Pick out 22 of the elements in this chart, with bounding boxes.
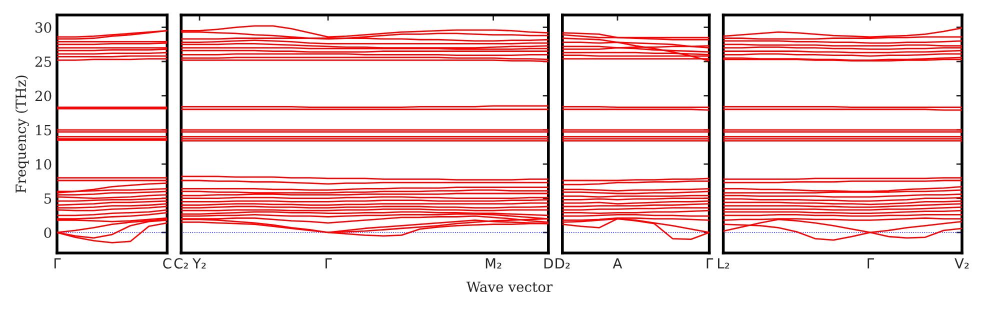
x-tick-label: D xyxy=(544,258,553,268)
x-tick-label: Γ xyxy=(326,258,332,268)
x-tick-label: C xyxy=(163,258,172,269)
x-axis-title: Wave vector xyxy=(466,282,553,292)
x-tick-label: D₂ xyxy=(556,258,570,268)
x-tick-label: C₂ xyxy=(174,258,188,269)
x-tick-label: Γ xyxy=(54,258,61,268)
y-tick-label: 25 xyxy=(35,56,52,67)
y-tick-label: 30 xyxy=(36,22,52,33)
y-tick-label: 10 xyxy=(36,159,52,170)
y-tick-label: 20 xyxy=(35,90,52,102)
x-tick-label: Γ xyxy=(868,258,874,268)
y-tick-label: 5 xyxy=(44,193,52,204)
x-tick-label: M₂ xyxy=(486,258,502,268)
x-tick-label: Γ xyxy=(706,258,714,268)
y-tick-label: 15 xyxy=(36,124,52,136)
y-tick-label: 0 xyxy=(44,227,52,238)
x-tick-label: V₂ xyxy=(954,258,969,268)
y-axis-title: Frequency (THz) xyxy=(15,76,29,193)
x-tick-label: A xyxy=(612,258,622,268)
x-tick-label: Y₂ xyxy=(192,258,206,268)
x-tick-label: L₂ xyxy=(718,258,730,268)
